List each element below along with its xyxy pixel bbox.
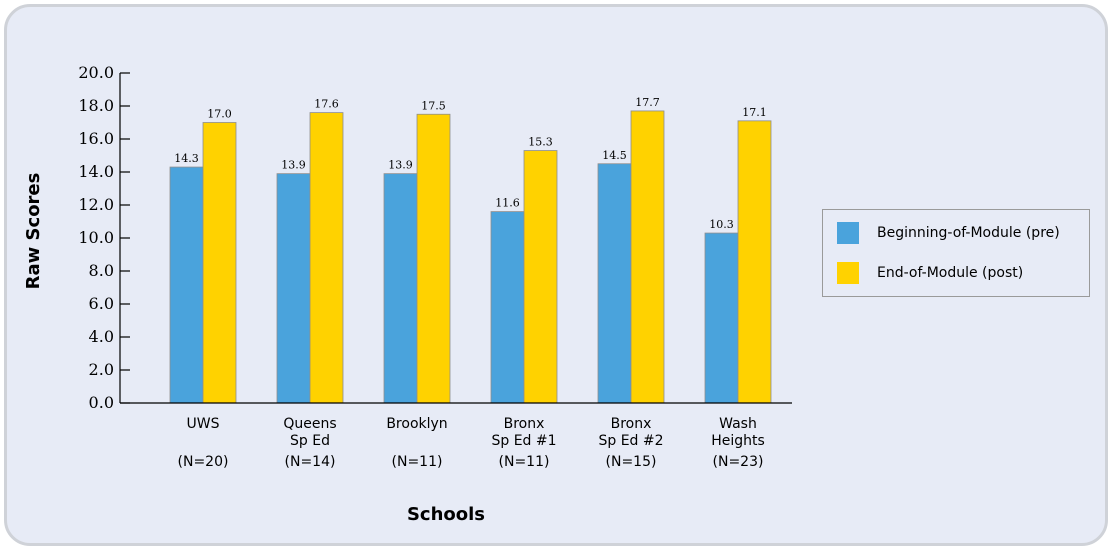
bar-pre-3 bbox=[490, 211, 525, 404]
x-tick-label-0-0: UWS bbox=[187, 416, 220, 432]
y-tick-label-1: 2.0 bbox=[89, 360, 114, 379]
bar-post-4 bbox=[630, 110, 665, 404]
bar-post-3 bbox=[523, 150, 558, 404]
data-label-pre-3: 11.6 bbox=[495, 197, 520, 210]
data-label-post-5: 17.1 bbox=[742, 106, 767, 119]
data-label-pre-5: 10.3 bbox=[709, 218, 734, 231]
chart-legend: Beginning-of-Module (pre) End-of-Module … bbox=[822, 209, 1090, 297]
legend-item-post: End-of-Module (post) bbox=[837, 262, 1023, 284]
data-label-post-2: 17.5 bbox=[421, 99, 446, 112]
y-tick-label-9: 18.0 bbox=[78, 96, 114, 115]
data-label-pre-4: 14.5 bbox=[602, 149, 627, 162]
y-axis-title: Raw Scores bbox=[23, 173, 44, 290]
x-tick-label-1-1: Sp Ed bbox=[290, 433, 330, 449]
x-tick-label-1-2: (N=14) bbox=[285, 454, 336, 470]
data-label-post-1: 17.6 bbox=[314, 98, 339, 111]
x-tick-label-1-0: Queens bbox=[283, 416, 336, 432]
x-tick-label-2-0: Brooklyn bbox=[386, 416, 447, 432]
y-tick-label-7: 14.0 bbox=[78, 162, 114, 181]
x-axis-title: Schools bbox=[407, 504, 485, 525]
bar-pre-5 bbox=[704, 232, 739, 404]
legend-label-pre: Beginning-of-Module (pre) bbox=[877, 225, 1060, 241]
x-tick-label-5-1: Heights bbox=[711, 433, 765, 449]
bar-post-0 bbox=[202, 122, 237, 404]
bar-post-5 bbox=[737, 120, 772, 404]
data-label-post-4: 17.7 bbox=[635, 96, 660, 109]
x-tick-label-3-0: Bronx bbox=[504, 416, 545, 432]
data-label-pre-2: 13.9 bbox=[388, 159, 413, 172]
bar-pre-4 bbox=[597, 163, 632, 404]
x-tick-label-4-2: (N=15) bbox=[606, 454, 657, 470]
bar-pre-1 bbox=[276, 173, 311, 404]
y-tick-label-8: 16.0 bbox=[78, 129, 114, 148]
bar-post-2 bbox=[416, 113, 451, 404]
y-tick-label-2: 4.0 bbox=[89, 327, 114, 346]
bar-pre-0 bbox=[169, 166, 204, 404]
x-tick-label-3-1: Sp Ed #1 bbox=[491, 433, 556, 449]
legend-label-post: End-of-Module (post) bbox=[877, 265, 1024, 281]
x-tick-label-2-2: (N=11) bbox=[392, 454, 443, 470]
y-tick-label-0: 0.0 bbox=[89, 393, 114, 412]
x-tick-label-5-0: Wash bbox=[719, 416, 757, 432]
y-tick-label-4: 8.0 bbox=[89, 261, 114, 280]
data-label-post-3: 15.3 bbox=[528, 136, 553, 149]
x-tick-label-3-2: (N=11) bbox=[499, 454, 550, 470]
x-tick-label-0-2: (N=20) bbox=[178, 454, 229, 470]
x-tick-label-4-0: Bronx bbox=[611, 416, 652, 432]
legend-item-pre: Beginning-of-Module (pre) bbox=[837, 222, 1060, 244]
data-label-pre-1: 13.9 bbox=[281, 159, 306, 172]
y-tick-label-5: 10.0 bbox=[78, 228, 114, 247]
x-tick-label-5-2: (N=23) bbox=[713, 454, 764, 470]
legend-swatch-pre bbox=[837, 222, 859, 244]
y-tick-label-3: 6.0 bbox=[89, 294, 114, 313]
x-tick-label-4-1: Sp Ed #2 bbox=[598, 433, 663, 449]
data-label-pre-0: 14.3 bbox=[174, 152, 199, 165]
bar-post-1 bbox=[309, 112, 344, 404]
y-tick-label-10: 20.0 bbox=[78, 63, 114, 82]
data-label-post-0: 17.0 bbox=[207, 108, 232, 121]
legend-swatch-post bbox=[837, 262, 859, 284]
y-tick-label-6: 12.0 bbox=[78, 195, 114, 214]
bar-pre-2 bbox=[383, 173, 418, 404]
